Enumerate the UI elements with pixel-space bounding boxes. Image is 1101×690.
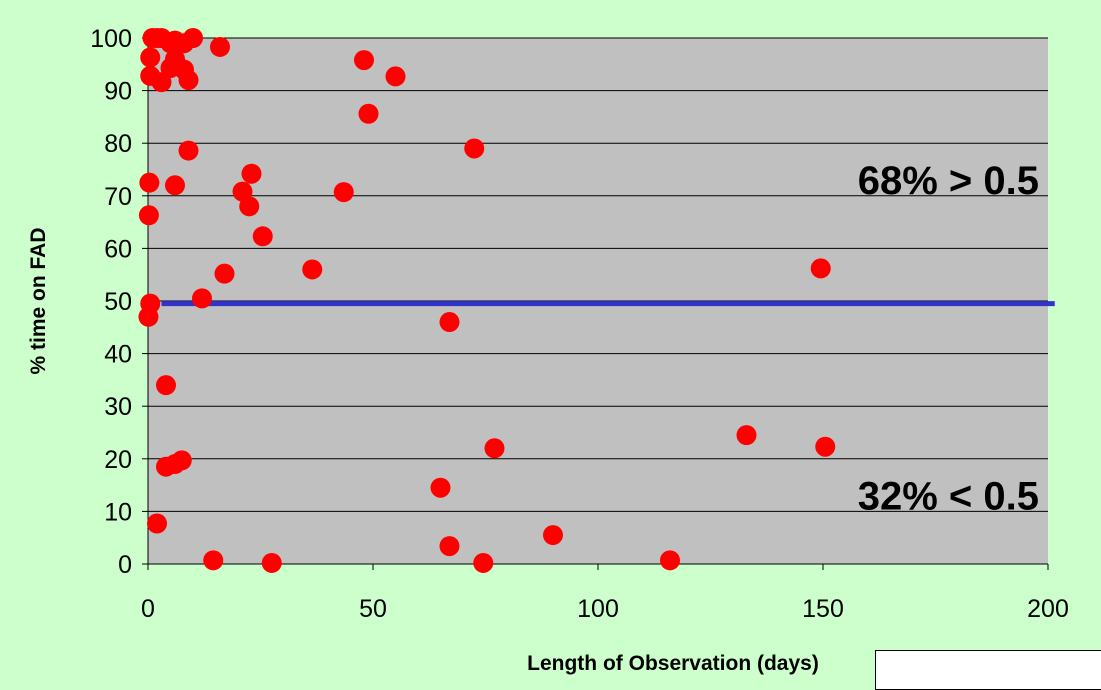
data-point-9 bbox=[151, 72, 172, 93]
y-tick-label-80: 80 bbox=[104, 130, 132, 158]
data-point-34 bbox=[261, 552, 282, 573]
data-point-21 bbox=[156, 375, 176, 396]
data-point-26 bbox=[192, 288, 212, 309]
y-tick-label-60: 60 bbox=[104, 235, 132, 263]
corner-box bbox=[875, 650, 1101, 690]
y-tick-label-10: 10 bbox=[104, 498, 132, 526]
data-point-46 bbox=[543, 525, 563, 546]
data-point-29 bbox=[214, 263, 235, 284]
y-tick-labels: 0 10 20 30 40 50 60 70 80 90 100 bbox=[90, 25, 132, 579]
x-tick-label-150: 150 bbox=[802, 595, 844, 623]
data-point-17 bbox=[178, 70, 199, 91]
data-point-42 bbox=[439, 312, 460, 333]
data-point-18 bbox=[183, 28, 203, 48]
data-point-39 bbox=[385, 66, 406, 87]
y-tick-label-30: 30 bbox=[104, 393, 132, 421]
data-point-44 bbox=[473, 552, 494, 573]
x-tick-label-50: 50 bbox=[359, 595, 387, 623]
data-points bbox=[138, 28, 836, 573]
data-point-25 bbox=[147, 513, 167, 534]
data-point-37 bbox=[354, 50, 374, 71]
data-point-43 bbox=[464, 138, 485, 159]
y-tick-label-70: 70 bbox=[104, 183, 132, 211]
data-point-4 bbox=[140, 47, 161, 68]
data-point-45 bbox=[484, 438, 505, 459]
data-point-48 bbox=[736, 425, 757, 446]
data-point-1 bbox=[138, 205, 159, 226]
y-tick-label-100: 100 bbox=[90, 25, 132, 53]
data-point-32 bbox=[239, 196, 260, 217]
x-axis-title: Length of Observation (days) bbox=[527, 652, 819, 675]
data-point-3 bbox=[140, 293, 161, 314]
data-point-31 bbox=[241, 163, 262, 184]
x-tick-labels: 0 50 100 150 200 bbox=[141, 595, 1069, 623]
data-point-49 bbox=[810, 258, 831, 279]
y-tick-label-20: 20 bbox=[104, 446, 132, 474]
data-point-28 bbox=[210, 36, 230, 57]
y-axis-title: % time on FAD bbox=[27, 227, 50, 374]
data-point-20 bbox=[165, 175, 185, 196]
data-point-41 bbox=[439, 536, 460, 557]
x-tick-label-200: 200 bbox=[1027, 595, 1069, 623]
data-point-38 bbox=[358, 103, 379, 124]
data-point-24 bbox=[171, 450, 192, 471]
data-point-2 bbox=[139, 172, 160, 193]
y-tick-label-50: 50 bbox=[104, 288, 132, 316]
data-point-36 bbox=[333, 182, 354, 203]
annotation-0: 68% > 0.5 bbox=[858, 159, 1039, 203]
x-tick-label-100: 100 bbox=[577, 595, 619, 623]
data-point-27 bbox=[203, 550, 224, 571]
data-point-19 bbox=[178, 140, 199, 161]
x-tick-label-0: 0 bbox=[141, 595, 155, 623]
data-point-33 bbox=[252, 226, 273, 247]
annotations: 68% > 0.5 32% < 0.5 bbox=[858, 159, 1039, 519]
data-point-50 bbox=[815, 436, 836, 457]
data-point-35 bbox=[302, 259, 323, 280]
y-tick-label-90: 90 bbox=[104, 78, 132, 106]
data-point-47 bbox=[660, 550, 680, 571]
gridlines bbox=[148, 37, 1048, 512]
data-point-40 bbox=[430, 477, 451, 498]
y-tick-label-0: 0 bbox=[118, 551, 132, 579]
y-tick-label-40: 40 bbox=[104, 341, 132, 369]
annotation-1: 32% < 0.5 bbox=[858, 475, 1039, 519]
